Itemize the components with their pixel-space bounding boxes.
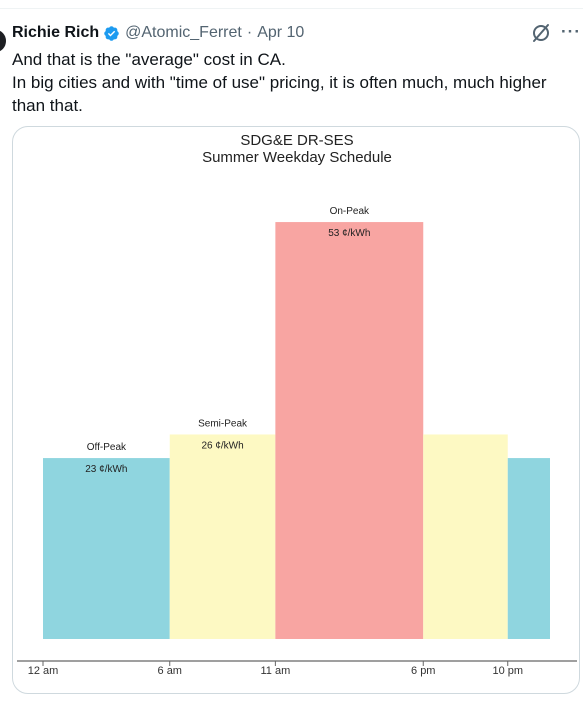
x-tick-label: 11 am <box>260 665 290 677</box>
x-tick-label: 12 am <box>28 665 59 677</box>
post-date[interactable]: Apr 10 <box>257 24 305 41</box>
chart-title: SDG&E DR-SES <box>240 132 353 149</box>
grok-icon[interactable] <box>531 23 551 43</box>
bar-period <box>275 222 424 640</box>
bar-period <box>507 458 550 639</box>
bar-period-name: Semi-Peak <box>198 418 248 429</box>
verified-badge-icon <box>103 25 120 42</box>
tweet-text-line: than that. <box>12 96 83 115</box>
media-image[interactable]: SDG&E DR-SES Summer Weekday Schedule Off… <box>12 126 580 694</box>
separator-dot: · <box>246 24 253 41</box>
author-handle[interactable]: @Atomic_Ferret <box>125 24 242 41</box>
top-divider <box>0 8 583 9</box>
bar-period <box>169 434 276 639</box>
x-tick-label: 10 pm <box>492 665 523 677</box>
bar-period-name: On-Peak <box>330 206 370 217</box>
tweet-text-line: In big cities and with "time of use" pri… <box>12 73 547 92</box>
chart-subtitle: Summer Weekday Schedule <box>202 149 392 166</box>
bar-period <box>423 434 508 639</box>
avatar[interactable] <box>0 30 6 52</box>
x-tick-label: 6 am <box>158 665 182 677</box>
x-tick-label: 6 pm <box>411 665 435 677</box>
bar-period-name: Off-Peak <box>87 442 127 453</box>
tweet-text-line: And that is the "average" cost in CA. <box>12 50 286 69</box>
more-options-icon[interactable]: ··· <box>561 22 581 41</box>
bar-period <box>43 458 170 639</box>
author-name[interactable]: Richie Rich <box>12 24 100 41</box>
data-label: 26 ¢/kWh <box>201 440 243 451</box>
tou-rate-chart: SDG&E DR-SES Summer Weekday Schedule Off… <box>17 132 577 677</box>
data-label: 53 ¢/kWh <box>328 228 370 239</box>
data-label: 23 ¢/kWh <box>85 464 127 475</box>
tweet-text: And that is the "average" cost in CA. In… <box>12 48 572 117</box>
tweet-header: Richie Rich @Atomic_Ferret · Apr 10 <box>12 22 304 44</box>
